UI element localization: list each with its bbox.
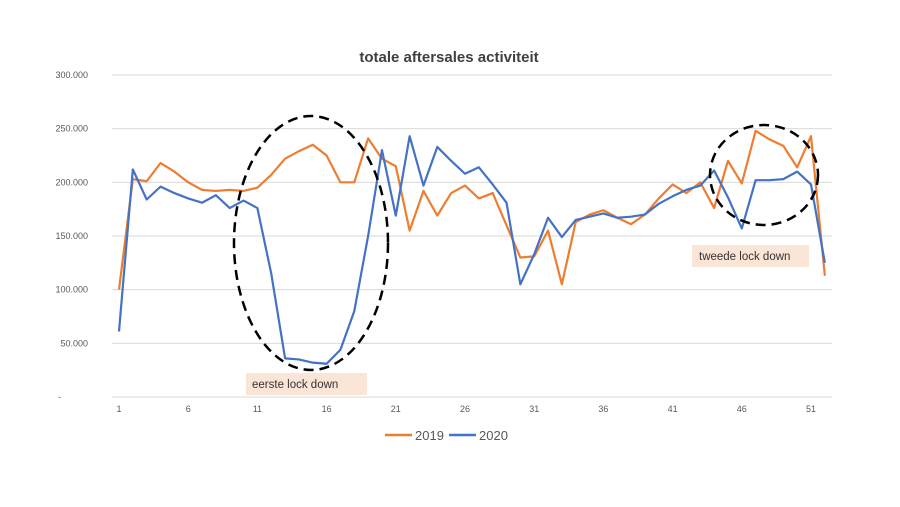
- y-tick-label: 300.000: [55, 70, 88, 80]
- y-axis-ticks: - 50.000 100.000 150.000 200.000 250.000 300.0…: [55, 70, 88, 402]
- y-tick-label: 100.000: [55, 285, 88, 295]
- lockdown-1-label-box: [246, 373, 367, 395]
- x-tick-label: 21: [391, 404, 401, 414]
- lockdown-2-label-box: [692, 245, 809, 267]
- annotations: eerste lock down tweede lock down: [232, 114, 820, 395]
- y-tick-label: 150.000: [55, 231, 88, 241]
- x-tick-label: 26: [460, 404, 470, 414]
- legend-label-2020: 2020: [479, 428, 508, 443]
- x-tick-label: 6: [186, 404, 191, 414]
- x-tick-label: 31: [529, 404, 539, 414]
- y-tick-label: 200.000: [55, 177, 88, 187]
- y-tick-label: 250.000: [55, 124, 88, 134]
- lockdown-2-ellipse: [708, 123, 820, 227]
- x-tick-label: 46: [737, 404, 747, 414]
- series-line-2020: [117, 135, 826, 365]
- series-lines: [117, 129, 826, 365]
- series-line-2019: [117, 129, 826, 290]
- legend-label-2019: 2019: [415, 428, 444, 443]
- gridlines: [112, 74, 832, 398]
- x-tick-label: 36: [598, 404, 608, 414]
- x-axis-ticks: 1 6 11 16 21 26 31 36 41 46 51: [116, 404, 816, 414]
- x-tick-label: 41: [668, 404, 678, 414]
- x-tick-label: 1: [116, 404, 121, 414]
- chart-title: totale aftersales activiteit: [359, 49, 538, 66]
- legend: 2019 2020: [385, 428, 508, 443]
- lockdown-1-label: eerste lock down: [252, 379, 338, 391]
- x-tick-label: 51: [806, 404, 816, 414]
- y-tick-label: -: [58, 392, 61, 402]
- x-tick-label: 11: [253, 404, 262, 414]
- y-tick-label: 50.000: [60, 338, 88, 348]
- lockdown-2-label: tweede lock down: [699, 251, 790, 263]
- x-tick-label: 16: [322, 404, 332, 414]
- lockdown-1-ellipse: [232, 114, 390, 372]
